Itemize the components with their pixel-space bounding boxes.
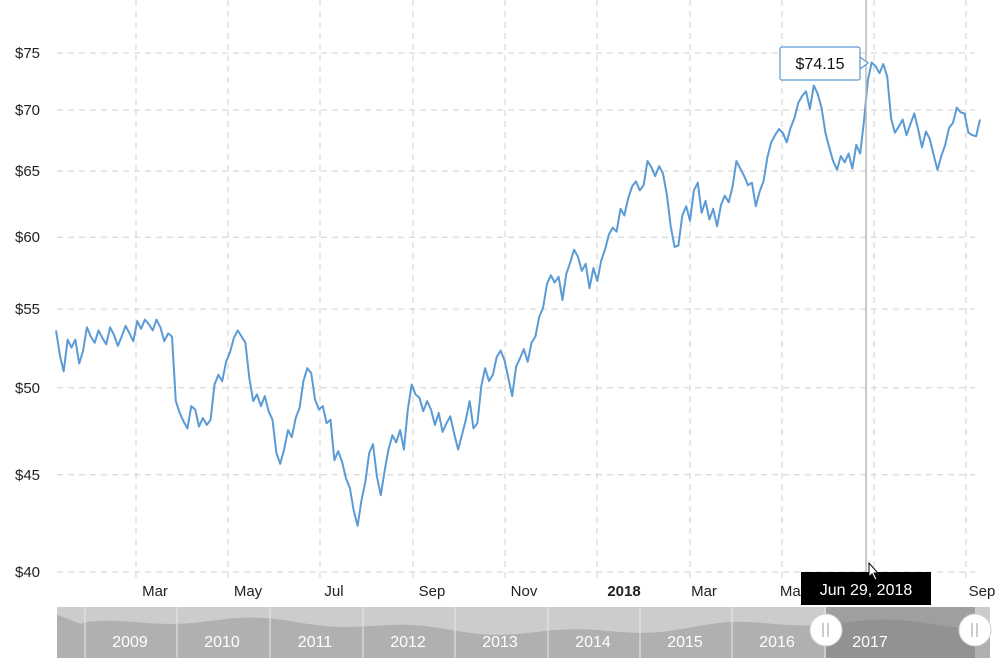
- y-axis-labels: $40 $45 $50 $55 $60 $65 $70 $75: [15, 45, 40, 581]
- tooltip-value: $74.15: [796, 56, 845, 73]
- y-tick-label: $55: [15, 301, 40, 318]
- y-tick-label: $45: [15, 467, 40, 484]
- x-tick-label: Sep: [969, 583, 996, 600]
- navigator-year-label: 2010: [204, 634, 240, 651]
- y-tick-label: $65: [15, 163, 40, 180]
- x-tick-label: 2018: [607, 583, 640, 600]
- x-tick-label: Mar: [142, 583, 168, 600]
- value-tooltip: $74.15: [779, 46, 869, 81]
- mouse-cursor-icon: [868, 561, 880, 581]
- navigator-year-label: 2009: [112, 634, 148, 651]
- price-series-line[interactable]: [55, 61, 981, 527]
- x-tick-label: Mar: [691, 583, 717, 600]
- vertical-gridlines: [135, 0, 967, 578]
- date-tooltip: Jun 29, 2018: [801, 572, 931, 605]
- y-tick-label: $60: [15, 229, 40, 246]
- x-tick-label: Jul: [324, 583, 343, 600]
- navigator-year-label: 2016: [759, 634, 795, 651]
- navigator-year-label: 2014: [575, 634, 611, 651]
- navigator-year-label: 2013: [482, 634, 518, 651]
- navigator-history-area: [57, 614, 990, 658]
- tooltip-date: Jun 29, 2018: [820, 582, 913, 599]
- x-tick-label: Nov: [511, 583, 538, 600]
- navigator-right-handle[interactable]: [958, 613, 992, 647]
- navigator-left-handle[interactable]: [809, 613, 843, 647]
- x-axis-labels: MarMayJulSepNov2018MarMayJulSep: [142, 583, 995, 600]
- y-tick-label: $75: [15, 45, 40, 62]
- y-tick-label: $40: [15, 564, 40, 581]
- x-tick-label: Sep: [419, 583, 446, 600]
- navigator-year-label: 2015: [667, 634, 703, 651]
- y-tick-label: $50: [15, 380, 40, 397]
- x-tick-label: May: [234, 583, 263, 600]
- navigator-year-label: 2017: [852, 634, 888, 651]
- navigator-year-label: 2012: [390, 634, 426, 651]
- navigator-year-labels: 2009 2010 2011 2012 2013 2014 2015 2016 2017: [84, 607, 888, 658]
- navigator-year-label: 2011: [298, 634, 333, 651]
- y-tick-label: $70: [15, 102, 40, 119]
- navigator-selected-range[interactable]: [826, 607, 975, 658]
- range-navigator[interactable]: 2009 2010 2011 2012 2013 2014 2015 2016 2017: [57, 607, 992, 658]
- horizontal-gridlines: [57, 52, 975, 573]
